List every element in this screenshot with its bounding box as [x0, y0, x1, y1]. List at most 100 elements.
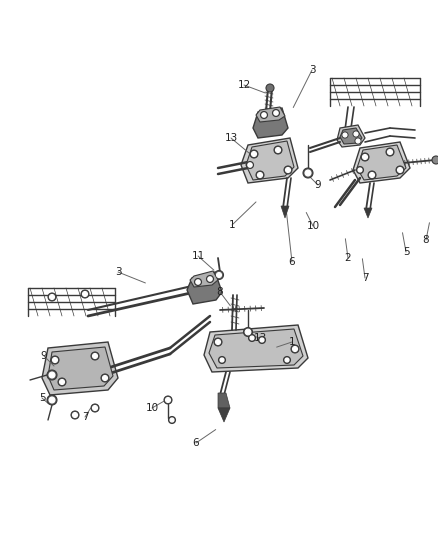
Circle shape — [305, 170, 311, 176]
Circle shape — [170, 418, 174, 422]
Circle shape — [58, 378, 66, 386]
Text: 12: 12 — [237, 80, 251, 90]
Circle shape — [386, 148, 394, 156]
Text: 2: 2 — [345, 253, 351, 263]
Circle shape — [208, 277, 212, 281]
Circle shape — [363, 155, 367, 159]
Text: 10: 10 — [307, 221, 320, 231]
Circle shape — [284, 166, 292, 174]
Circle shape — [343, 133, 347, 137]
Polygon shape — [281, 206, 289, 218]
Circle shape — [368, 171, 376, 179]
Circle shape — [248, 163, 252, 167]
Circle shape — [91, 352, 99, 360]
Circle shape — [196, 280, 200, 284]
Polygon shape — [48, 347, 113, 390]
Circle shape — [216, 272, 222, 278]
Text: 8: 8 — [217, 287, 223, 297]
Circle shape — [274, 146, 282, 154]
Polygon shape — [353, 142, 410, 183]
Circle shape — [247, 161, 254, 168]
Text: 3: 3 — [115, 267, 121, 277]
Circle shape — [432, 156, 438, 164]
Polygon shape — [218, 393, 230, 408]
Circle shape — [256, 171, 264, 179]
Text: 7: 7 — [362, 273, 368, 283]
Polygon shape — [337, 125, 365, 147]
Circle shape — [274, 111, 278, 115]
Text: 5: 5 — [39, 393, 45, 403]
Text: 3: 3 — [309, 65, 315, 75]
Circle shape — [53, 358, 57, 362]
Circle shape — [342, 132, 348, 138]
Circle shape — [101, 374, 109, 382]
Circle shape — [355, 138, 361, 144]
Circle shape — [266, 84, 274, 92]
Circle shape — [206, 276, 213, 282]
Circle shape — [258, 173, 262, 177]
Polygon shape — [246, 141, 294, 180]
Circle shape — [398, 167, 403, 173]
Text: 5: 5 — [403, 247, 410, 257]
Circle shape — [51, 356, 59, 364]
Polygon shape — [209, 329, 303, 368]
Text: 6: 6 — [289, 257, 295, 267]
Text: 6: 6 — [193, 438, 199, 448]
Circle shape — [81, 290, 89, 298]
Circle shape — [169, 416, 176, 424]
Text: 13: 13 — [253, 333, 267, 343]
Circle shape — [60, 379, 64, 384]
Circle shape — [47, 395, 57, 405]
Circle shape — [353, 131, 359, 137]
Circle shape — [283, 357, 290, 364]
Text: 10: 10 — [145, 403, 159, 413]
Circle shape — [251, 151, 257, 157]
Circle shape — [47, 370, 57, 380]
Circle shape — [248, 335, 255, 342]
Text: 9: 9 — [41, 351, 47, 361]
Circle shape — [357, 166, 364, 174]
Circle shape — [73, 413, 78, 417]
Circle shape — [92, 353, 98, 359]
Circle shape — [293, 346, 297, 351]
Circle shape — [356, 139, 360, 143]
Circle shape — [49, 372, 55, 378]
Circle shape — [82, 292, 88, 296]
Circle shape — [220, 358, 224, 362]
Text: 9: 9 — [314, 180, 321, 190]
Polygon shape — [42, 342, 118, 395]
Circle shape — [258, 336, 265, 343]
Circle shape — [361, 153, 369, 161]
Circle shape — [49, 397, 55, 403]
Circle shape — [71, 411, 79, 419]
Circle shape — [244, 327, 252, 336]
Circle shape — [286, 167, 290, 173]
Text: 8: 8 — [423, 235, 429, 245]
Polygon shape — [364, 208, 372, 218]
Polygon shape — [340, 128, 362, 144]
Circle shape — [388, 149, 392, 155]
Circle shape — [245, 329, 251, 335]
Circle shape — [285, 358, 289, 362]
Circle shape — [102, 376, 107, 381]
Polygon shape — [256, 107, 285, 122]
Circle shape — [261, 111, 268, 118]
Text: 1: 1 — [229, 220, 235, 230]
Polygon shape — [218, 408, 230, 422]
Circle shape — [358, 168, 362, 172]
Circle shape — [92, 406, 98, 410]
Circle shape — [262, 113, 266, 117]
Circle shape — [250, 150, 258, 158]
Circle shape — [215, 340, 220, 344]
Polygon shape — [187, 272, 222, 304]
Text: 11: 11 — [191, 251, 205, 261]
Circle shape — [219, 357, 226, 364]
Circle shape — [370, 173, 374, 177]
Text: 7: 7 — [82, 412, 88, 422]
Circle shape — [166, 398, 170, 402]
Circle shape — [215, 271, 223, 279]
Circle shape — [194, 279, 201, 286]
Text: 1: 1 — [289, 337, 295, 347]
Circle shape — [291, 345, 299, 353]
Circle shape — [250, 336, 254, 340]
